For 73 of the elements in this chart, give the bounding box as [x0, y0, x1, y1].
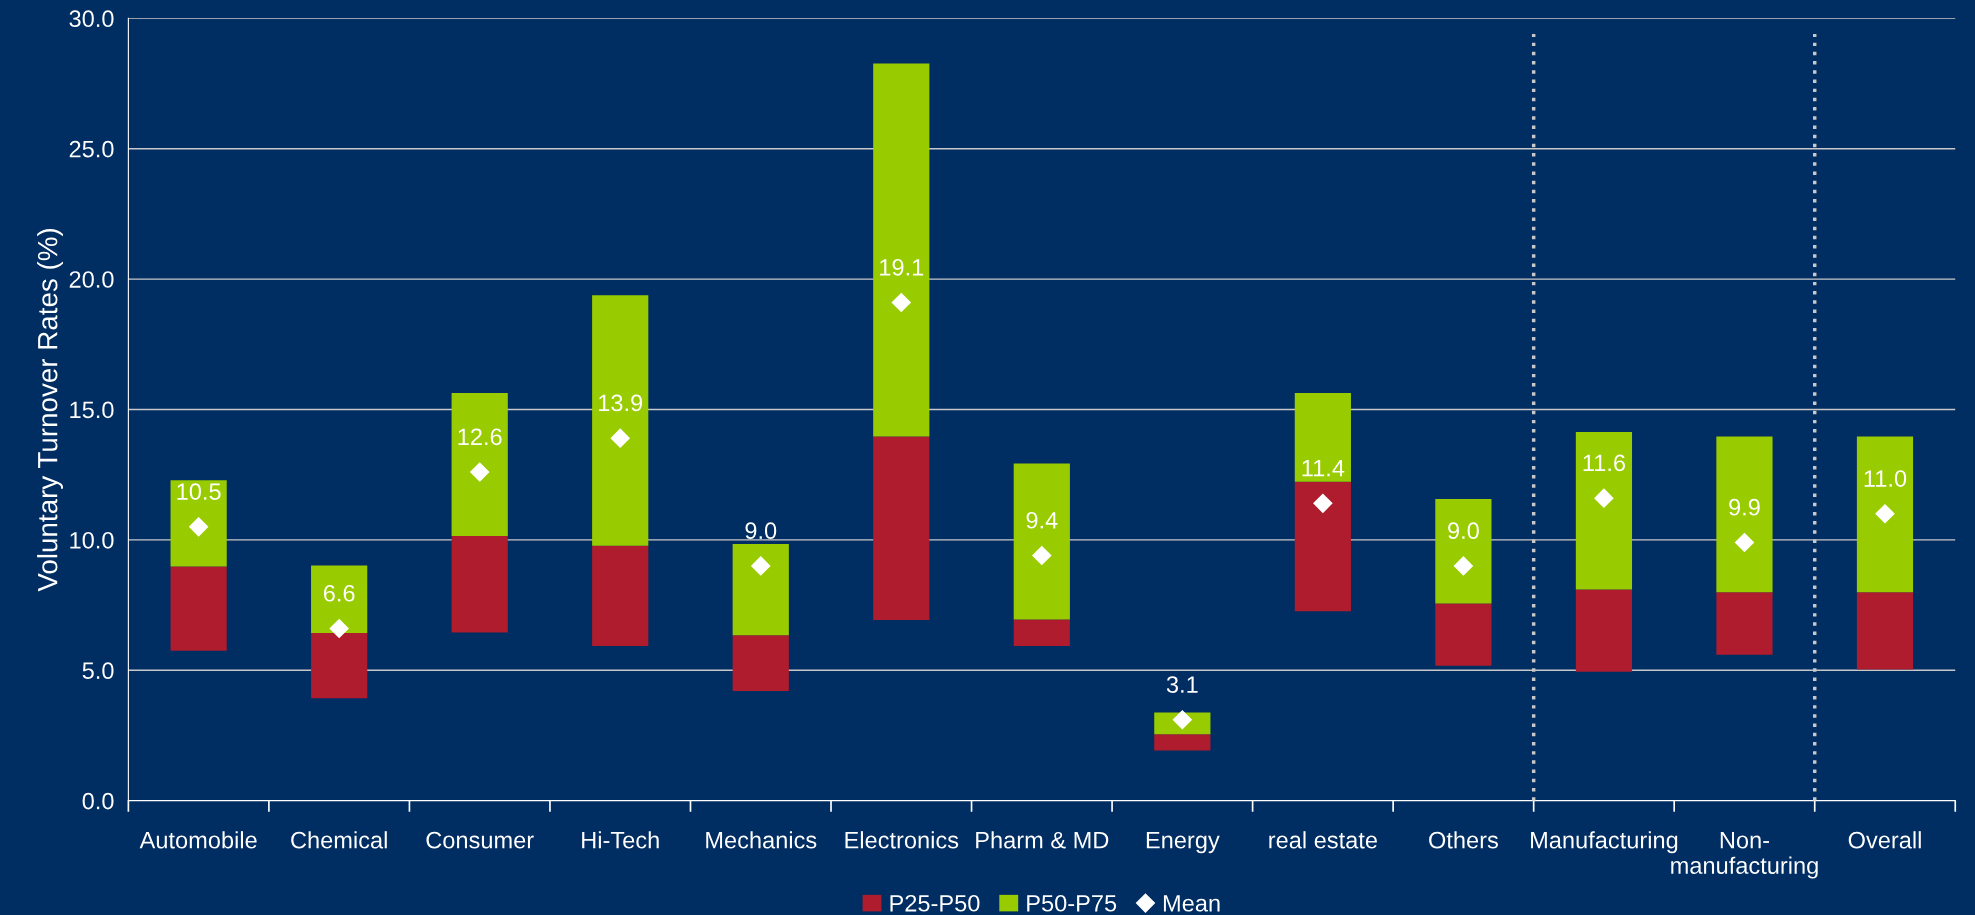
bar: [1716, 436, 1773, 593]
bar: [170, 480, 227, 567]
y-tick-label: 10.0: [70, 531, 114, 549]
bar: [732, 544, 789, 636]
x-tick-label: Mechanics: [706, 831, 817, 849]
legend-label: P25-P50: [890, 894, 980, 912]
x-tick-label: Manufacturing: [1531, 831, 1678, 854]
data-label: 3.1: [1166, 676, 1198, 693]
bar: [592, 295, 649, 546]
x-tick-label: Hi-Tech: [582, 831, 659, 849]
point: [470, 462, 490, 482]
bar: [1716, 592, 1773, 655]
bar: [1575, 431, 1633, 590]
y-tick-label: 15.0: [70, 401, 114, 419]
x-tick-label: Energy: [1146, 832, 1220, 854]
bar: [1294, 393, 1351, 482]
bar: [311, 565, 368, 633]
point: [1734, 532, 1754, 552]
bar: [1013, 463, 1070, 620]
point: [1032, 545, 1052, 566]
point: [1453, 556, 1473, 576]
y-axis-title: Voluntary Turnover Rates (%): [37, 228, 63, 592]
data-label: 19.1: [880, 258, 924, 276]
x-tick-label: Electronics: [845, 831, 959, 849]
legend-label: Mean: [1163, 895, 1220, 912]
data-label: 13.9: [599, 394, 643, 412]
bar: [1575, 589, 1633, 672]
bar: [873, 63, 930, 437]
bar: [451, 535, 508, 633]
x-tick-label: Chemical: [291, 831, 387, 849]
y-tick-label: 0.0: [82, 792, 114, 810]
bar: [1435, 498, 1492, 604]
bar: [1435, 603, 1492, 666]
point: [751, 556, 771, 576]
y-tick-label: 20.0: [69, 271, 114, 288]
bar: [1856, 592, 1914, 670]
y-tick-label: 25.0: [69, 140, 114, 158]
x-tick-label: Automobile: [139, 831, 257, 849]
bar: [170, 566, 227, 651]
point: [610, 428, 630, 448]
data-label: 9.9: [1729, 498, 1760, 516]
data-label: 11.6: [1583, 454, 1625, 472]
point: [1875, 504, 1895, 524]
x-tick-label: Pharm & MD: [976, 831, 1109, 849]
x-tick-label: Others: [1429, 831, 1498, 849]
legend-label: P50-P75: [1027, 894, 1117, 912]
data-label: 6.6: [323, 584, 355, 602]
data-label: 11.4: [1302, 459, 1345, 477]
x-tick-label: real estate: [1269, 831, 1377, 849]
point: [891, 293, 911, 313]
bar: [1013, 619, 1070, 646]
data-label: 12.6: [458, 428, 502, 446]
bar: [1294, 481, 1351, 612]
data-label: 9.4: [1026, 511, 1058, 529]
bar: [311, 632, 368, 699]
data-label: 11.0: [1864, 470, 1907, 487]
data-label: 9.0: [745, 522, 777, 540]
data-label: 10.5: [177, 483, 221, 500]
point: [1313, 493, 1333, 513]
bar: [451, 393, 508, 536]
x-tick-label: Consumer: [426, 831, 534, 849]
y-tick-label: 5.0: [82, 662, 114, 680]
data-label: 9.0: [1448, 522, 1479, 540]
bar: [1856, 436, 1914, 593]
point: [1594, 488, 1614, 508]
bar: [592, 545, 649, 646]
bar: [1154, 734, 1211, 751]
x-tick-label: Overall: [1848, 831, 1921, 849]
y-tick-label: 30.0: [69, 10, 114, 28]
point: [189, 517, 209, 537]
bar: [732, 635, 789, 692]
bar: [873, 436, 930, 620]
point: [329, 618, 349, 639]
